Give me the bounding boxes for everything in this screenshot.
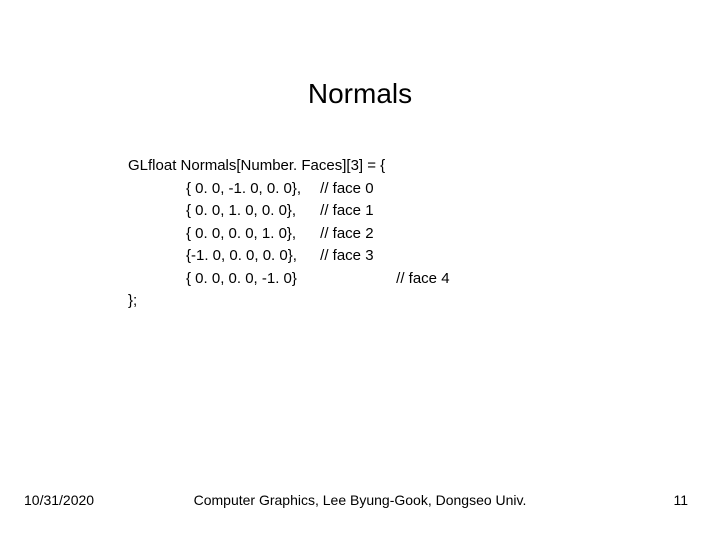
code-row: {-1. 0, 0. 0, 0. 0}, // face 3 <box>128 245 628 268</box>
code-row: { 0. 0, 1. 0, 0. 0}, // face 1 <box>128 200 628 223</box>
footer-center: Computer Graphics, Lee Byung-Gook, Dongs… <box>0 492 720 508</box>
code-comment: // face 1 <box>320 200 373 223</box>
code-block: GLfloat Normals[Number. Faces][3] = { { … <box>128 155 628 313</box>
code-comment: // face 3 <box>320 245 373 268</box>
code-comment: // face 2 <box>320 223 373 246</box>
close-text: }; <box>128 290 137 313</box>
footer-page-number: 11 <box>673 492 688 508</box>
code-comment: // face 0 <box>320 178 373 201</box>
slide-title: Normals <box>0 78 720 110</box>
code-row: { 0. 0, -1. 0, 0. 0}, // face 0 <box>128 178 628 201</box>
code-value: {-1. 0, 0. 0, 0. 0}, <box>186 245 316 268</box>
decl-text: GLfloat Normals[Number. Faces][3] = { <box>128 155 385 178</box>
code-value: { 0. 0, -1. 0, 0. 0}, <box>186 178 316 201</box>
code-row: { 0. 0, 0. 0, 1. 0}, // face 2 <box>128 223 628 246</box>
code-value: { 0. 0, 0. 0, -1. 0} <box>186 268 316 291</box>
code-declaration: GLfloat Normals[Number. Faces][3] = { <box>128 155 628 178</box>
code-close: }; <box>128 290 628 313</box>
code-row: { 0. 0, 0. 0, -1. 0} // face 4 <box>128 268 628 291</box>
code-value: { 0. 0, 0. 0, 1. 0}, <box>186 223 316 246</box>
code-value: { 0. 0, 1. 0, 0. 0}, <box>186 200 316 223</box>
code-comment: // face 4 <box>396 268 449 291</box>
